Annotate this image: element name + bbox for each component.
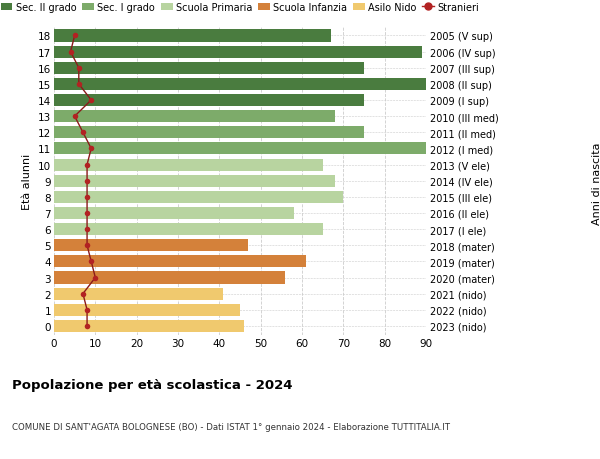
Point (82, 226, 92, 233)
Point (74, 65, 83, 72)
Text: Anni di nascita: Anni di nascita (592, 142, 600, 225)
Point (78, 129, 88, 137)
Bar (54, 127, 364, 139)
Bar (54, 288, 223, 300)
Point (86, 258, 96, 265)
Point (82, 307, 92, 314)
Bar (54, 159, 323, 171)
Point (86, 146, 96, 153)
Bar (54, 224, 323, 235)
Point (82, 242, 92, 249)
Bar (54, 272, 286, 284)
Bar (54, 62, 364, 75)
Bar (54, 256, 306, 268)
Point (86, 97, 96, 105)
Text: Popolazione per età scolastica - 2024: Popolazione per età scolastica - 2024 (12, 379, 293, 392)
Bar (54, 111, 335, 123)
Point (70, 33, 79, 40)
Bar (54, 304, 240, 316)
Point (78, 291, 88, 298)
Y-axis label: Età alunni: Età alunni (22, 153, 32, 209)
Point (66, 49, 76, 56)
Point (82, 162, 92, 169)
Bar (54, 95, 364, 107)
Bar (54, 320, 244, 332)
Point (82, 178, 92, 185)
Bar (54, 191, 343, 203)
Point (91, 274, 100, 281)
Point (82, 210, 92, 217)
Bar (54, 207, 294, 219)
Point (82, 323, 92, 330)
Point (70, 113, 79, 121)
Bar (54, 175, 335, 187)
Point (82, 194, 92, 201)
Bar (54, 46, 422, 59)
Bar (54, 78, 430, 91)
Bar (54, 143, 430, 155)
Bar (54, 30, 331, 42)
Text: COMUNE DI SANT'AGATA BOLOGNESE (BO) - Dati ISTAT 1° gennaio 2024 - Elaborazione : COMUNE DI SANT'AGATA BOLOGNESE (BO) - Da… (12, 422, 450, 431)
Bar (54, 240, 248, 252)
Legend: Sec. II grado, Sec. I grado, Scuola Primaria, Scuola Infanzia, Asilo Nido, Stran: Sec. II grado, Sec. I grado, Scuola Prim… (0, 0, 483, 17)
Point (74, 81, 83, 89)
